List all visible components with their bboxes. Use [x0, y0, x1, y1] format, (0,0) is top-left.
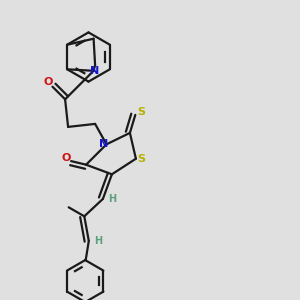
Text: N: N [99, 139, 108, 149]
Text: H: H [108, 194, 117, 205]
Text: S: S [137, 154, 145, 164]
Text: O: O [61, 153, 70, 163]
Text: H: H [94, 236, 103, 247]
Text: S: S [137, 107, 145, 118]
Text: N: N [90, 66, 99, 76]
Text: O: O [43, 77, 52, 88]
